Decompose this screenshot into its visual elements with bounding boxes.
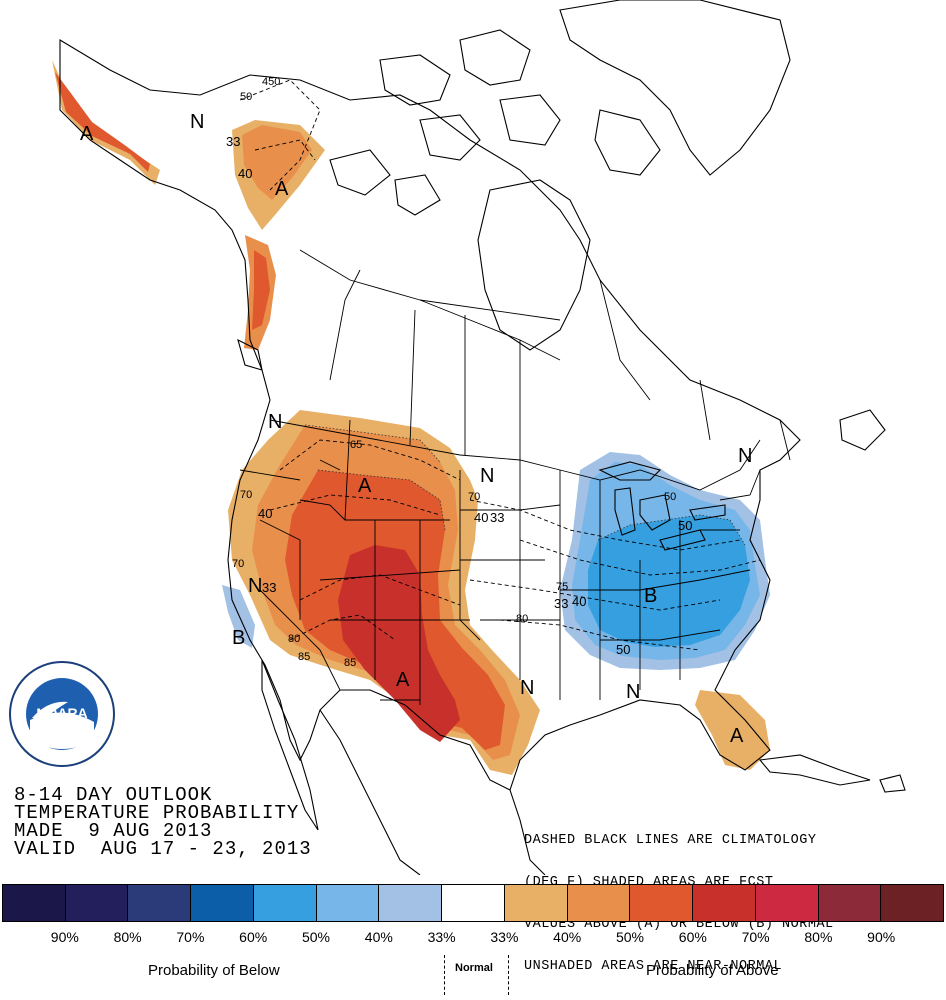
contour-label: 50: [616, 642, 630, 657]
contour-label: 40: [238, 166, 252, 181]
label-b-east: B: [644, 585, 657, 607]
outlook-info: 8-14 DAY OUTLOOK TEMPERATURE PROBABILITY…: [14, 784, 312, 860]
legend-percent-label: 80%: [113, 929, 142, 945]
legend-swatch: [693, 885, 756, 921]
contour-label: 33: [554, 596, 568, 611]
label-b-pacific: B: [232, 627, 245, 649]
contour-label: 70: [232, 558, 244, 570]
legend-below-caption: Probability of Below: [148, 962, 280, 979]
legend-percent-label: 40%: [364, 929, 393, 945]
outlook-made-date: MADE 9 AUG 2013: [14, 820, 213, 842]
legend-swatch: [755, 885, 819, 921]
legend-percent-label: 60%: [239, 929, 268, 945]
legend-swatch: [379, 885, 443, 921]
contour-label: 80: [516, 613, 528, 625]
contour-label: 40: [572, 594, 586, 609]
legend-swatch: [191, 885, 254, 921]
label-a-southwest: A: [396, 669, 410, 691]
legend-divider-right: [508, 955, 509, 995]
legend-swatch: [567, 885, 631, 921]
label-n-texas: N: [520, 677, 534, 699]
contour-label: 85: [298, 651, 310, 663]
legend-swatch: [3, 885, 66, 921]
legend-percent-label: 90%: [50, 929, 79, 945]
legend-swatch: [818, 885, 882, 921]
label-n-alaska: N: [190, 111, 204, 133]
legend-percent-label: 33%: [490, 929, 519, 945]
logo-text: NOARA: [36, 705, 87, 721]
legend-percent-label: 40%: [553, 929, 582, 945]
contour-label: 450: [262, 76, 280, 88]
contour-label: 50: [240, 91, 252, 103]
legend-percent-label: 33%: [427, 929, 456, 945]
contour-label: 33: [490, 510, 504, 525]
legend-color-bar: [2, 884, 944, 922]
legend-swatch: [881, 885, 944, 921]
legend-above-caption: Probability of Above: [646, 962, 779, 979]
note-line-4: UNSHADED AREAS ARE NEAR-NORMAL: [524, 959, 783, 974]
legend-swatch: [128, 885, 192, 921]
legend-percent-labels: 90% 80% 70% 60% 50% 40% 33% 33% 40% 50% 60% 70% 80% 9…: [0, 929, 946, 949]
contour-label: 75: [556, 581, 568, 593]
legend-percent-label: 60%: [678, 929, 707, 945]
label-a-yukon: A: [275, 178, 289, 200]
label-a-alaska: A: [80, 123, 94, 145]
legend-percent-label: 80%: [804, 929, 833, 945]
contour-label: 80: [288, 633, 300, 645]
contour-label: 33: [262, 580, 276, 595]
contour-label: 50: [664, 491, 676, 503]
legend-normal-caption: Normal: [455, 962, 493, 974]
contour-label: 40: [258, 506, 272, 521]
legend-percent-label: 50%: [615, 929, 645, 945]
label-n-westcoast: N: [268, 411, 282, 433]
forecast-map: A N A A A A B B N N N N N N 450 50 33 40…: [52, 0, 906, 875]
legend-divider-left: [444, 955, 445, 995]
label-a-west: A: [358, 475, 372, 497]
contour-label: 70: [468, 491, 480, 503]
legend-percent-label: 70%: [176, 929, 205, 945]
legend-swatch: [504, 885, 568, 921]
legend-percent-label: 50%: [301, 929, 331, 945]
contour-label: 50: [678, 518, 692, 533]
label-n-plains: N: [480, 465, 494, 487]
label-n-calif: N: [248, 575, 262, 597]
contour-label: 33: [226, 134, 240, 149]
legend-percent-label: 90%: [867, 929, 896, 945]
legend-swatch: [316, 885, 380, 921]
contour-label: 70: [240, 489, 252, 501]
outlook-valid-range: VALID AUG 17 - 23, 2013: [14, 838, 312, 860]
noaa-logo: NOARA: [9, 661, 115, 767]
label-n-ne: N: [738, 445, 752, 467]
contour-label: 65: [350, 439, 362, 451]
legend-swatch: [630, 885, 694, 921]
legend-swatch: [65, 885, 129, 921]
outlook-subtitle: TEMPERATURE PROBABILITY: [14, 802, 300, 824]
legend-swatch: [442, 885, 505, 921]
legend-percent-label: 70%: [741, 929, 770, 945]
note-line-1: DASHED BLACK LINES ARE CLIMATOLOGY: [524, 833, 817, 848]
legend-swatch: [253, 885, 317, 921]
contour-label: 40: [474, 510, 488, 525]
north-america-map: A N A A A A B B N N N N N N 450 50 33 40…: [52, 0, 906, 875]
outlook-title: 8-14 DAY OUTLOOK: [14, 784, 213, 806]
contour-label: 85: [344, 657, 356, 669]
label-a-florida: A: [730, 725, 744, 747]
label-n-gulf: N: [626, 681, 640, 703]
